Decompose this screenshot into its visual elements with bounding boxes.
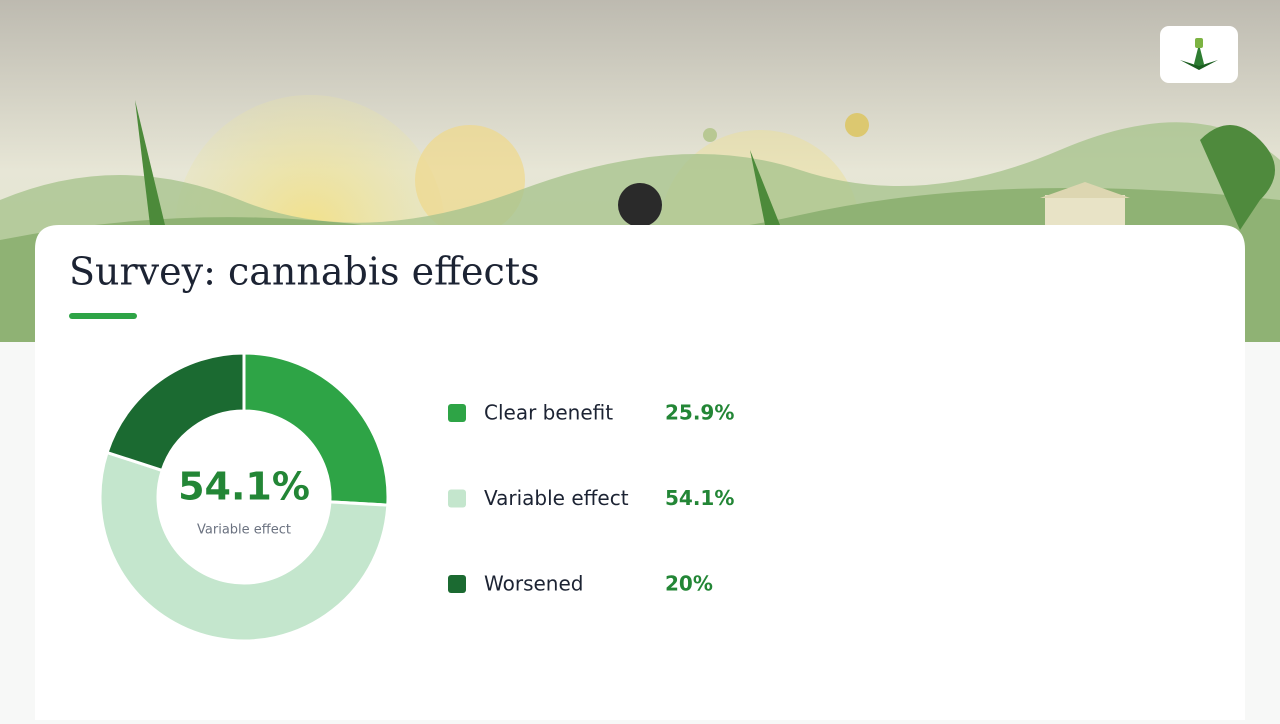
title-underline	[69, 313, 137, 319]
chart-title: Survey: cannabis effects	[69, 250, 540, 294]
legend-value: 25.9%	[665, 401, 734, 425]
center-label: Variable effect	[197, 523, 291, 538]
legend-label: Clear benefit	[484, 401, 613, 425]
legend: Clear benefit 25.9% Variable effect 54.1% Wo…	[448, 401, 734, 596]
legend-value: 20%	[665, 572, 713, 596]
legend-swatch	[448, 404, 466, 422]
donut-slice	[242, 351, 390, 507]
donut-slice	[105, 351, 246, 473]
legend-label: Worsened	[484, 572, 583, 596]
legend-swatch	[448, 575, 466, 593]
logo	[1160, 26, 1238, 83]
donut-slice	[98, 450, 390, 643]
center-value: 54.1%	[178, 465, 310, 509]
donut: 54.1% Variable effect	[98, 351, 390, 643]
legend-value: 54.1%	[665, 486, 734, 510]
legend-swatch	[448, 489, 466, 508]
legend-label: Variable effect	[484, 486, 629, 510]
